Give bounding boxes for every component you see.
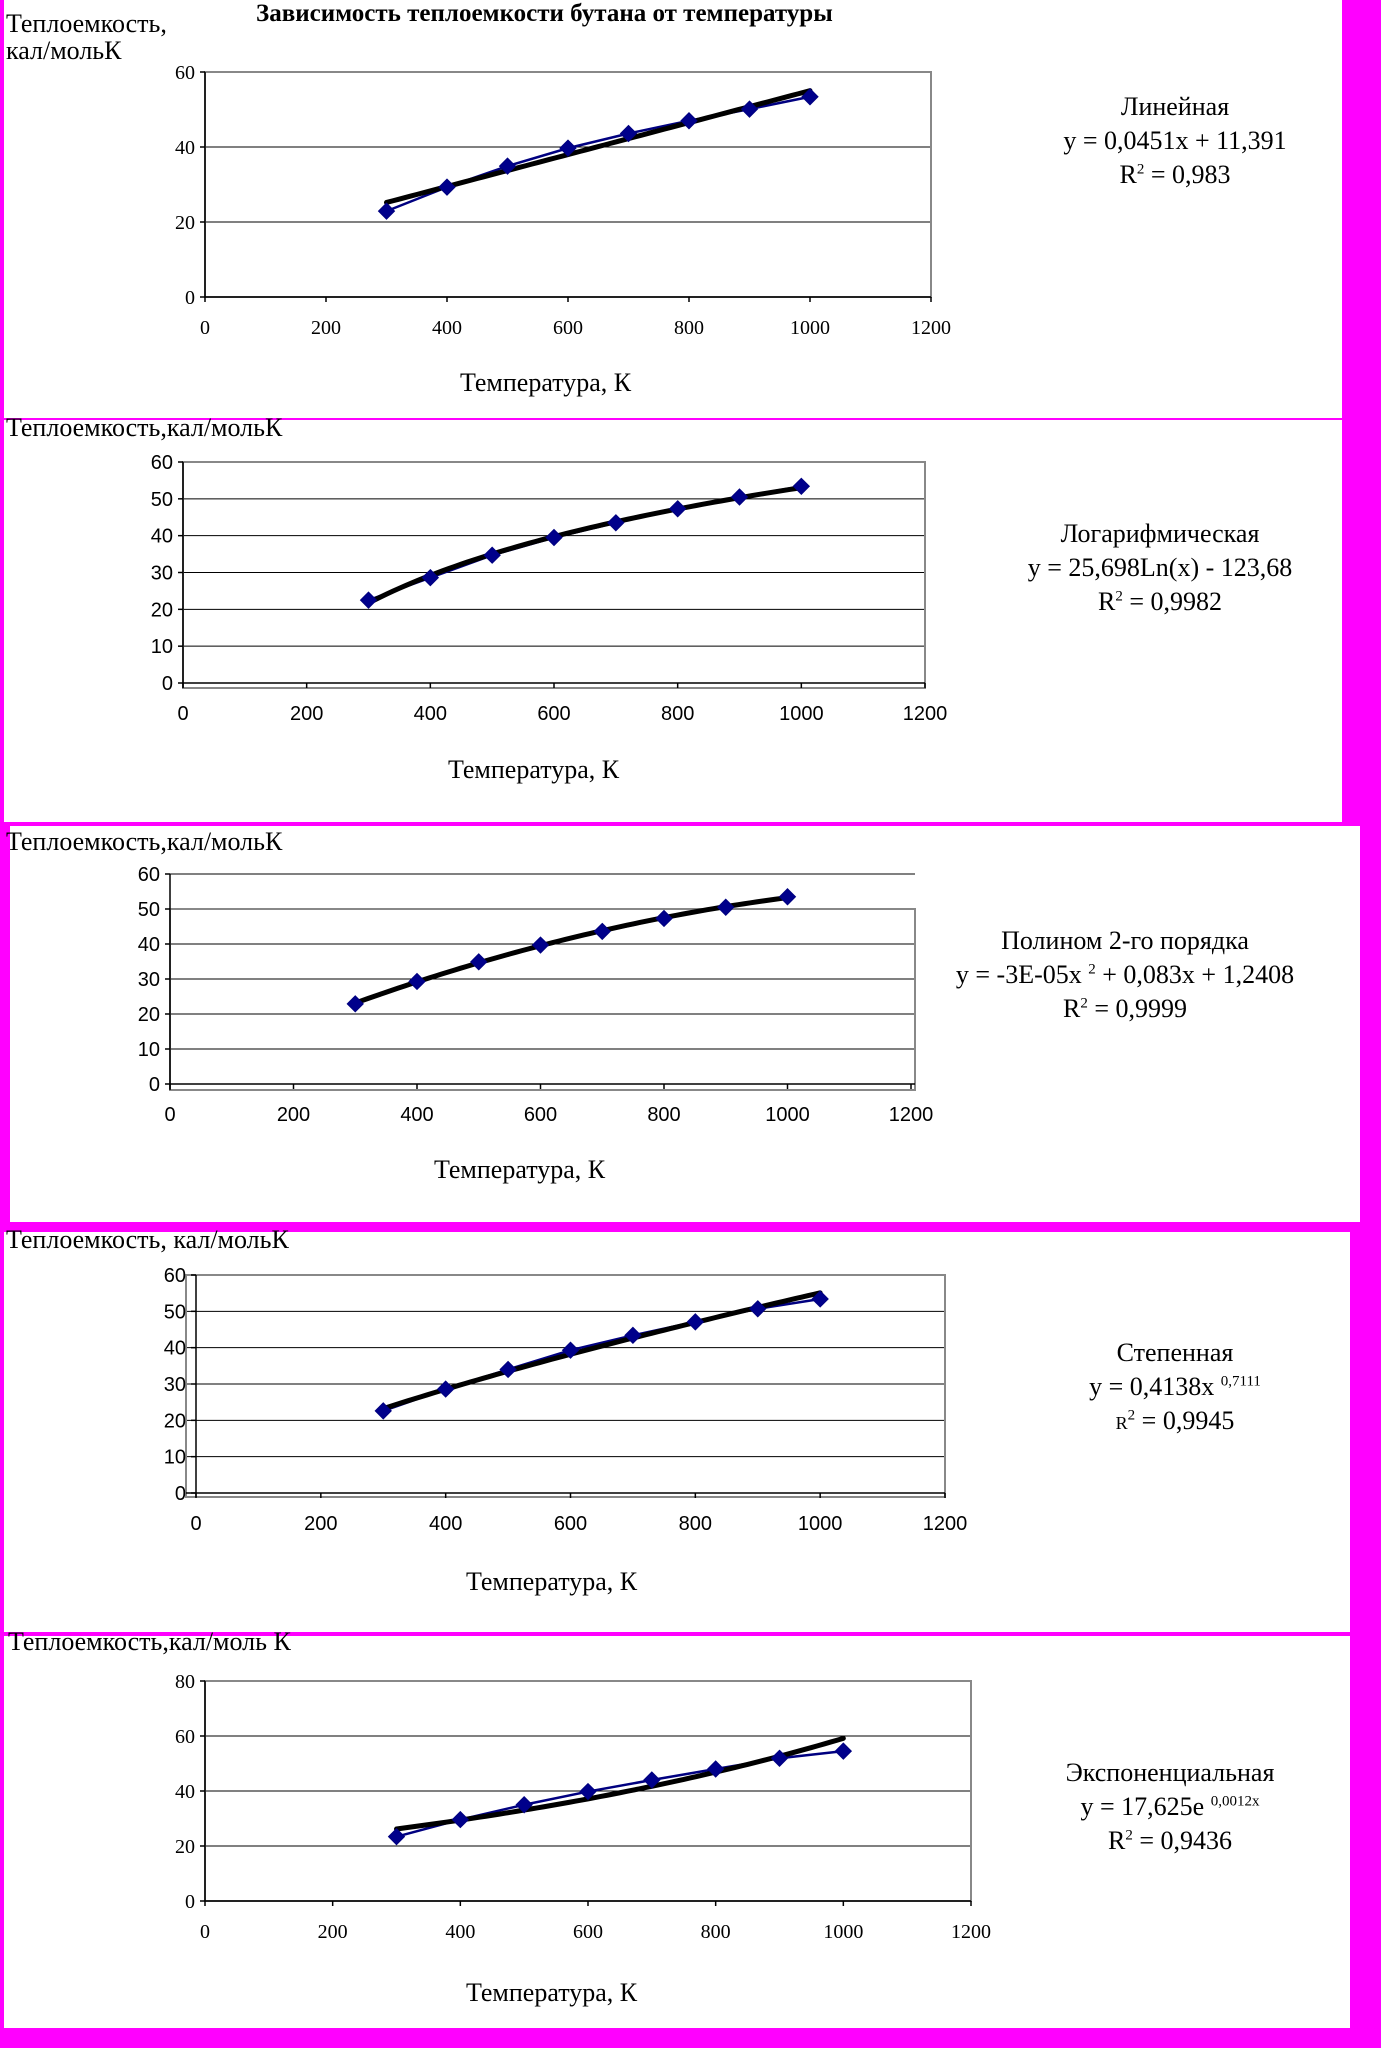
trendline-equation-2: y = 25,698Ln(x) - 123,68 — [1027, 552, 1293, 582]
x-axis-label-2: Температура, К — [448, 755, 620, 784]
trendline-equation-1: y = 0,0451x + 11,391 — [1063, 125, 1287, 155]
trendline-equation-4: y = 0,4138x 0,7111 — [1089, 1371, 1261, 1401]
trendline-r2-1: R2 = 0,983 — [1119, 159, 1231, 189]
trendline-legend-4: Степенная y = 0,4138x 0,7111 R2 = 0,9945 — [1040, 1336, 1310, 1437]
y-axis-label-3: Теплоемкость,кал/мольК — [6, 827, 283, 856]
trendline-name-1: Линейная — [1120, 92, 1230, 121]
trendline-r2-3: R2 = 0,9999 — [1062, 993, 1187, 1023]
trendline-r2-2: R2 = 0,9982 — [1097, 586, 1222, 616]
trendline-legend-5: Экспоненциальная y = 17,625e 0,0012x R2 … — [1010, 1756, 1330, 1857]
y-axis-label-5: Теплоемкость,кал/моль К — [8, 1627, 291, 1656]
trendline-equation-5: y = 17,625e 0,0012x — [1080, 1791, 1260, 1821]
page-title: Зависимость теплоемкости бутана от темпе… — [256, 0, 833, 27]
trendline-name-5: Экспоненциальная — [1065, 1758, 1275, 1787]
trendline-r2-4: R2 = 0,9945 — [1115, 1405, 1235, 1435]
trendline-name-3: Полином 2-го порядка — [1001, 926, 1249, 955]
x-axis-label-4: Температура, К — [466, 1567, 638, 1596]
y-axis-label-1: Теплоемкость, кал/мольК — [6, 9, 167, 66]
trendline-legend-2: Логарифмическая y = 25,698Ln(x) - 123,68… — [985, 517, 1335, 618]
x-axis-label-1: Температура, К — [460, 368, 632, 397]
trendline-r2-5: R2 = 0,9436 — [1107, 1825, 1232, 1855]
x-axis-label-3: Температура, К — [434, 1155, 606, 1184]
trendline-name-4: Степенная — [1116, 1338, 1234, 1367]
x-axis-label-5: Температура, К — [466, 1978, 638, 2007]
y-axis-label-4: Теплоемкость, кал/мольК — [6, 1225, 289, 1254]
trendline-legend-1: Линейная y = 0,0451x + 11,391 R2 = 0,983 — [1040, 90, 1310, 191]
trendline-equation-3: y = -3E-05x 2 + 0,083x + 1,2408 — [955, 959, 1295, 989]
y-axis-label-2: Теплоемкость,кал/мольК — [6, 413, 283, 442]
trendline-legend-3: Полином 2-го порядка y = -3E-05x 2 + 0,0… — [915, 924, 1335, 1025]
chart-panel-logarithmic — [4, 420, 1342, 822]
trendline-name-2: Логарифмическая — [1060, 519, 1260, 548]
